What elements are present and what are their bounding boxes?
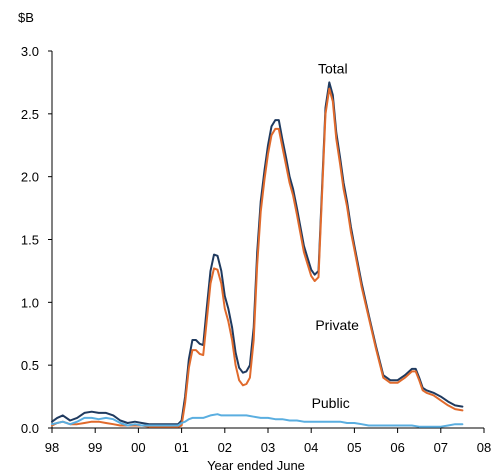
series-line-public: [51, 413, 464, 428]
y-tick-label: 0.5: [21, 358, 39, 373]
x-tick-label: 02: [218, 440, 232, 455]
series-label-public: Public: [312, 395, 350, 411]
y-tick-label: 3.0: [21, 44, 39, 59]
x-tick-label: 06: [390, 440, 404, 455]
x-tick-label: 05: [347, 440, 361, 455]
x-tick-label: 98: [45, 440, 59, 455]
series-label-total: Total: [318, 61, 348, 77]
series-annotations: Total Private Public: [312, 61, 360, 411]
y-tick-label: 2.0: [21, 170, 39, 185]
x-tick-label: 08: [477, 440, 491, 455]
y-tick-label: 0.0: [21, 421, 39, 436]
x-tick-label: 00: [131, 440, 145, 455]
y-axis-ticks: 0.0 0.5 1.0 1.5 2.0 2.5 3.0: [21, 44, 52, 436]
x-axis-ticks: 98 99 00 01 02 03 04 05 06 07 08: [45, 428, 491, 455]
x-tick-label: 03: [261, 440, 275, 455]
y-tick-label: 2.5: [21, 107, 39, 122]
x-tick-label: 99: [88, 440, 102, 455]
x-tick-label: 07: [434, 440, 448, 455]
x-axis-title: Year ended June: [207, 458, 305, 473]
series-line-private: [51, 87, 464, 428]
x-tick-label: 04: [304, 440, 318, 455]
y-tick-label: 1.5: [21, 233, 39, 248]
y-tick-label: 1.0: [21, 295, 39, 310]
series-label-private: Private: [315, 317, 359, 333]
y-axis-unit-label: $B: [18, 10, 34, 25]
series-lines: [51, 81, 464, 428]
x-tick-label: 01: [174, 440, 188, 455]
